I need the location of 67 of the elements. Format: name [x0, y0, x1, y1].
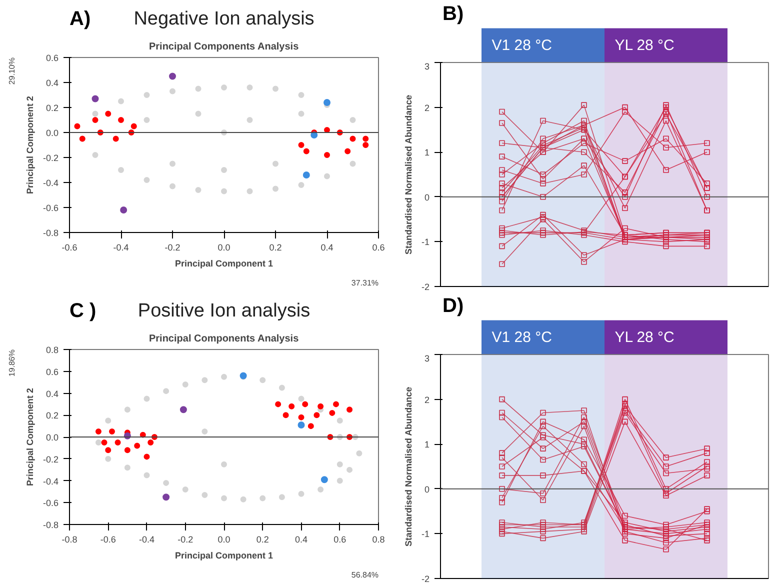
y-tick-label: 0.4: [46, 78, 59, 88]
text: V1 28 °C: [492, 328, 552, 346]
y-tick-label: 0.2: [46, 103, 59, 113]
y-tick-label: 0: [424, 192, 430, 202]
y-tick-label: 0.6: [46, 366, 59, 377]
x-tick-label: 0.6: [372, 242, 385, 252]
chart-subtitle: Principal Components Analysis: [148, 334, 300, 344]
y-tick-label: 3: [424, 62, 430, 72]
x-axis-title: Principal Component 1: [174, 258, 274, 268]
x-tick-label: -0.6: [100, 534, 116, 544]
y-tick-label: -0.4: [42, 178, 59, 188]
y-tick-label: -0.8: [42, 228, 59, 238]
x-tick-label: -0.4: [138, 534, 155, 544]
y-tick-label: 0.0: [46, 432, 59, 442]
x-tick-label: 0.2: [269, 242, 282, 252]
y-axis-title: Principal Component 2: [24, 388, 35, 486]
x-tick-label: -0.2: [164, 242, 180, 252]
y-axis-title: Principal Component 2: [24, 96, 35, 194]
y-axis-title: Standardised Normalised Abundance: [404, 94, 414, 255]
y-tick-label: 1: [424, 148, 430, 158]
text: 56.84%: [351, 570, 379, 580]
x-tick-label: -0.8: [62, 534, 78, 544]
y-tick-label: -0.8: [42, 520, 59, 530]
y-tick-label: 0.2: [46, 410, 59, 421]
y-tick-label: 0.4: [46, 388, 59, 399]
chart-title: Negative Ion analysis: [134, 8, 314, 30]
x-tick-label: -0.6: [62, 242, 78, 252]
y-tick-label: -0.6: [42, 498, 59, 508]
y-tick-label: -0.6: [42, 203, 59, 213]
text: YL 28 °C: [614, 36, 675, 54]
x-tick-label: 0.0: [218, 534, 230, 544]
y-tick-label: -1: [422, 237, 430, 248]
y-tick-label: -0.2: [42, 153, 59, 163]
text: 37.31%: [351, 278, 379, 288]
text: 19.86%: [8, 349, 16, 377]
y-tick-label: 0: [424, 484, 430, 494]
x-tick-label: -0.2: [178, 534, 194, 544]
y-axis-title: Standardised Normalised Abundance: [404, 386, 414, 547]
y-tick-label: 2: [424, 102, 430, 113]
x-axis-title: Principal Component 1: [174, 550, 274, 560]
y-tick-label: 0.0: [46, 128, 59, 138]
y-tick-label: -0.2: [42, 454, 59, 464]
text: A): [70, 8, 91, 30]
text: B): [442, 3, 464, 26]
text: D): [442, 295, 464, 318]
text: YL 28 °C: [614, 328, 675, 346]
y-tick-label: 3: [424, 354, 430, 364]
x-tick-label: 0.6: [334, 534, 346, 544]
y-tick-label: -1: [422, 529, 430, 540]
x-tick-label: 0.2: [256, 534, 269, 544]
y-tick-label: -0.4: [42, 476, 59, 486]
y-tick-label: 0.6: [46, 53, 59, 63]
y-tick-label: 2: [424, 394, 430, 405]
text: V1 28 °C: [492, 36, 552, 54]
y-tick-label: 0.8: [46, 345, 59, 355]
y-tick-label: -2: [422, 282, 430, 292]
x-tick-label: 0.4: [320, 242, 334, 252]
x-tick-label: -0.4: [113, 242, 129, 252]
chart-subtitle: Principal Components Analysis: [148, 42, 300, 52]
x-tick-label: 0.8: [372, 534, 385, 544]
x-tick-label: 0.4: [294, 534, 308, 544]
y-tick-label: -2: [422, 574, 430, 584]
y-tick-label: 1: [424, 440, 430, 450]
x-tick-label: 0.0: [218, 242, 230, 252]
text: C ): [70, 300, 96, 322]
text: 29.10%: [8, 57, 16, 85]
chart-title: Positive Ion analysis: [138, 300, 310, 322]
